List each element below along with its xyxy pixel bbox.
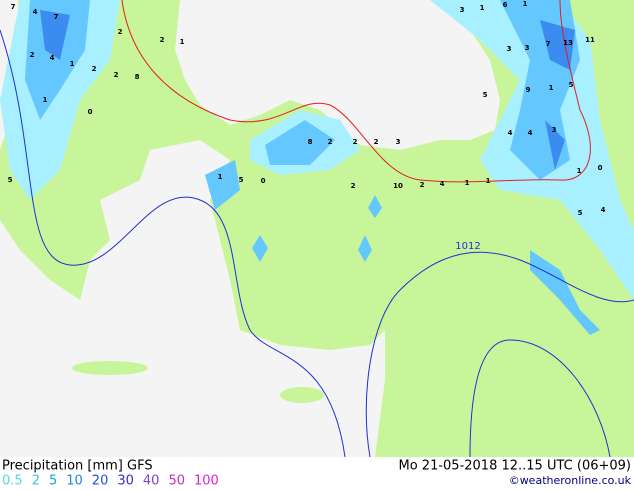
legend-level: 10 [66,474,83,489]
value-label: 11 [585,36,595,44]
cyprus [280,387,324,403]
value-label: 2 [160,36,165,44]
value-label: 8 [308,138,313,146]
legend-level: 0.5 [2,474,23,489]
value-label: 9 [526,86,531,94]
value-label: 4 [50,54,55,62]
value-label: 7 [11,3,16,11]
legend-level: 2 [32,474,40,489]
value-label: 2 [30,51,35,59]
legend-level: 20 [92,474,109,489]
isobar-label: 1012 [455,241,480,252]
credit: ©weatheronline.co.uk [509,474,632,487]
value-label: 6 [503,1,508,9]
value-label: 1 [549,84,554,92]
isobar-red [121,0,591,183]
value-label: 1 [465,179,470,187]
value-label: 2 [118,28,123,36]
value-label: 2 [114,71,119,79]
isobar [365,251,634,458]
value-label: 3 [460,6,465,14]
value-label: 5 [483,91,488,99]
value-label: 0 [88,108,93,116]
legend-level: 100 [194,474,219,489]
value-label: 8 [135,73,140,81]
value-label: 7 [546,40,551,48]
value-label: 4 [508,129,513,137]
value-label: 1 [218,173,223,181]
value-label: 3 [552,126,557,134]
value-label: 4 [528,129,533,137]
legend-level: 30 [117,474,134,489]
legend: 0.5 2 5 10 20 30 40 50 100 [2,474,219,489]
legend-level: 5 [49,474,57,489]
value-label: 0 [598,164,603,172]
date: Mo 21-05-2018 12..15 UTC (06+09) [399,459,632,474]
value-label: 2 [328,138,333,146]
value-label: 2 [420,181,425,189]
title: Precipitation [mm] GFS [2,459,153,474]
value-label: 1 [523,0,528,8]
value-label: 2 [353,138,358,146]
value-label: 4 [601,206,606,214]
value-label: 1 [180,38,185,46]
isobar [0,29,346,458]
black-sea [175,0,500,150]
value-label: 4 [33,8,38,16]
value-label: 1 [480,4,485,12]
value-label: 3 [396,138,401,146]
value-label: 13 [563,39,573,47]
value-label: 7 [54,13,59,21]
value-label: 5 [8,176,13,184]
value-label: 1 [43,96,48,104]
value-label: 1 [70,60,75,68]
value-label: 2 [374,138,379,146]
crete [72,361,148,375]
footer [0,457,634,490]
isobar [469,339,611,458]
value-label: 1 [577,167,582,175]
value-label: 2 [351,182,356,190]
value-label: 4 [440,180,445,188]
value-label: 5 [569,81,574,89]
value-label: 5 [239,176,244,184]
value-label: 1 [486,177,491,185]
value-label: 2 [92,65,97,73]
value-label: 10 [393,182,403,190]
legend-level: 40 [143,474,160,489]
value-label: 3 [525,44,530,52]
value-label: 0 [261,177,266,185]
mediterranean-sea [0,140,385,457]
value-label: 5 [578,209,583,217]
precipitation [0,0,634,335]
legend-level: 50 [168,474,185,489]
value-label: 3 [507,45,512,53]
